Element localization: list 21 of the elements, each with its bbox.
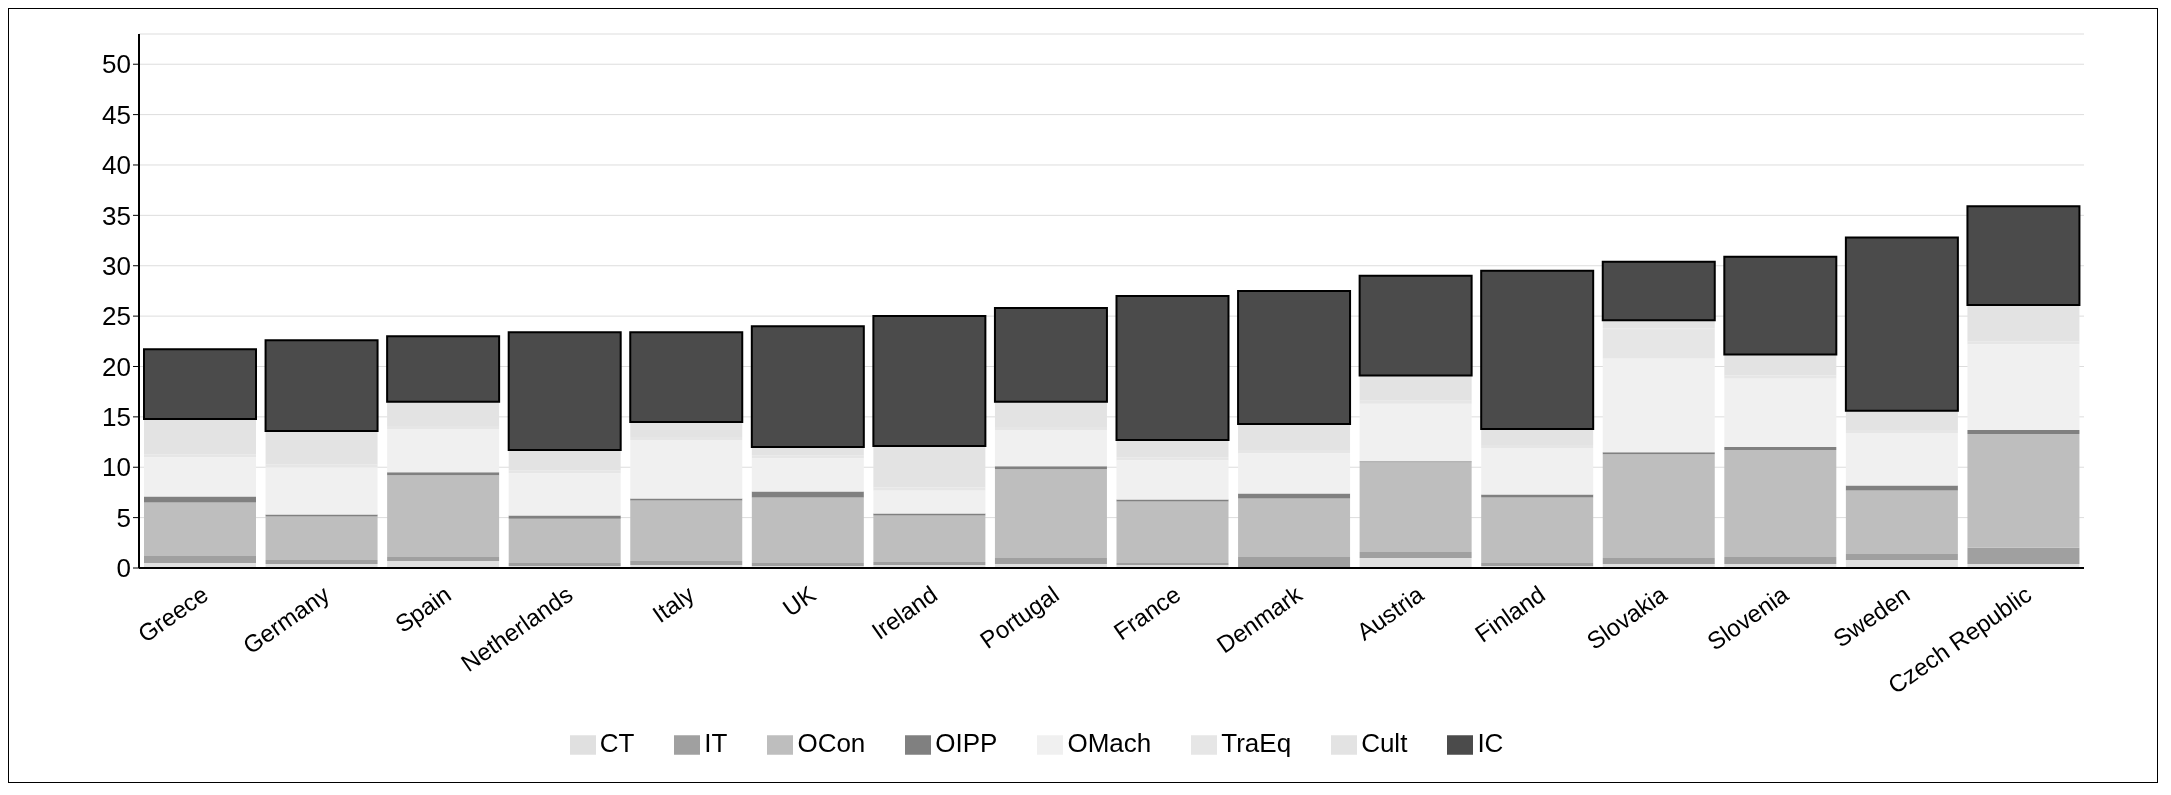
y-tick-label: 10	[102, 452, 131, 483]
x-tick-label: Italy	[647, 580, 699, 628]
legend-label: Cult	[1361, 728, 1408, 758]
y-tick-label: 5	[116, 502, 131, 533]
y-tick-label: 50	[102, 49, 131, 80]
legend-label: IT	[704, 728, 728, 758]
legend-label: OIPP	[935, 728, 998, 758]
y-tick-label: 45	[102, 99, 131, 130]
y-tick-label: 40	[102, 150, 131, 181]
legend-label: OCon	[797, 728, 866, 758]
y-tick-label: 0	[116, 553, 131, 584]
legend-label: OMach	[1067, 728, 1152, 758]
y-tick-label: 15	[102, 402, 131, 433]
legend-label: TraEq	[1221, 728, 1292, 758]
x-tick-label: UK	[777, 580, 821, 622]
legend-label: CT	[599, 728, 635, 758]
y-tick-label: 20	[102, 351, 131, 382]
y-tick-label: 30	[102, 250, 131, 281]
legend-label: IC	[1477, 728, 1504, 758]
y-tick-label: 25	[102, 301, 131, 332]
y-tick-label: 35	[102, 200, 131, 231]
